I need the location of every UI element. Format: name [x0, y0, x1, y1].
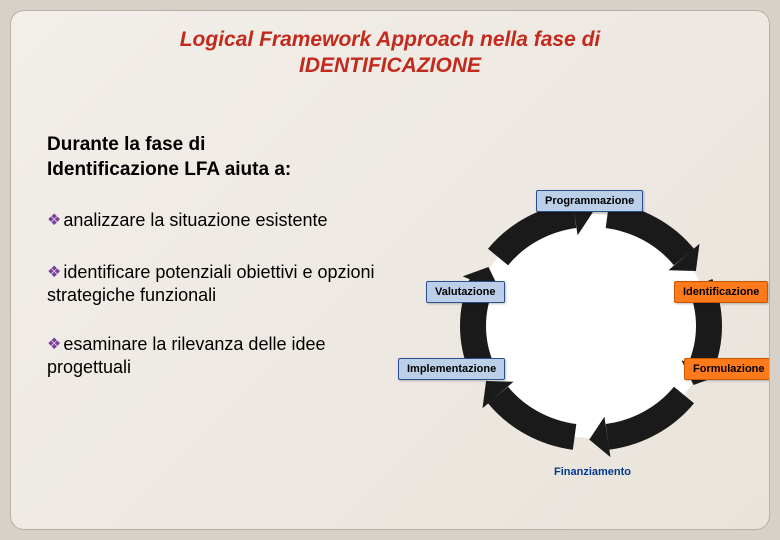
stage-finanziamento: Finanziamento [546, 462, 639, 482]
project-cycle-diagram: Programmazione Identificazione Formulazion… [416, 176, 770, 496]
slide-subtitle: Durante la fase di Identificazione LFA a… [47, 133, 291, 182]
slide-frame: Logical Framework Approach nella fase di… [10, 10, 770, 530]
title-line-1: Logical Framework Approach nella fase di [180, 28, 601, 51]
stage-programmazione: Programmazione [536, 190, 643, 212]
cycle-ring [416, 176, 770, 496]
slide-title: Logical Framework Approach nella fase di… [11, 27, 769, 80]
stage-identificazione: Identificazione [674, 281, 768, 303]
bullet-text: esaminare la rilevanza delle idee proget… [47, 334, 326, 377]
title-line-2: IDENTIFICAZIONE [299, 54, 481, 77]
subtitle-line-2: Identificazione LFA aiuta a: [47, 159, 291, 180]
bullet-item: ❖analizzare la situazione esistente [47, 209, 328, 232]
stage-implementazione: Implementazione [398, 358, 505, 380]
subtitle-line-1: Durante la fase di [47, 134, 205, 155]
bullet-item: ❖identificare potenziali obiettivi e opz… [47, 261, 407, 308]
diamond-bullet-icon: ❖ [47, 263, 61, 284]
stage-formulazione: Formulazione [684, 358, 770, 380]
diamond-bullet-icon: ❖ [47, 335, 61, 356]
diamond-bullet-icon: ❖ [47, 211, 61, 232]
bullet-text: identificare potenziali obiettivi e opzi… [47, 262, 375, 305]
stage-valutazione: Valutazione [426, 281, 505, 303]
bullet-item: ❖esaminare la rilevanza delle idee proge… [47, 333, 407, 380]
bullet-text: analizzare la situazione esistente [63, 210, 327, 230]
